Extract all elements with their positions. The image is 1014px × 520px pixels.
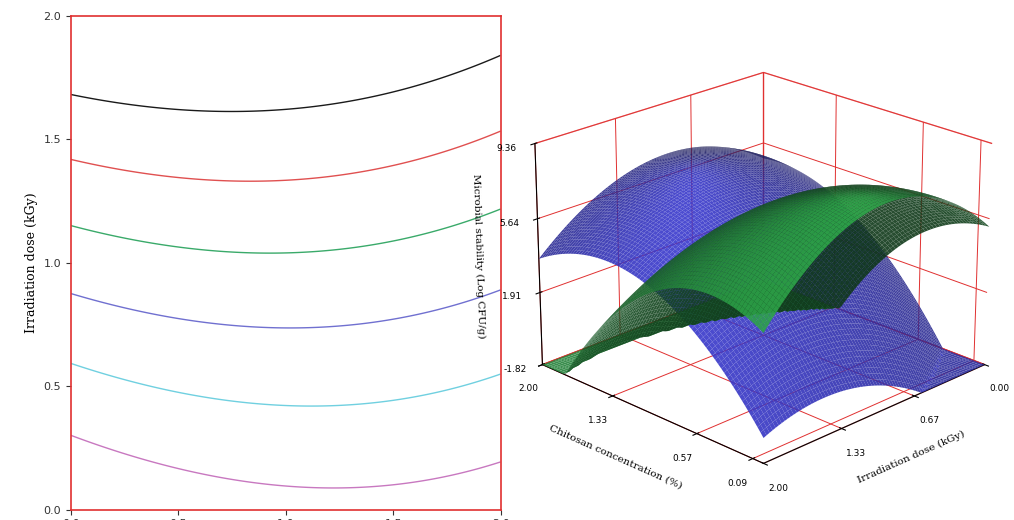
Y-axis label: Chitosan concentration (%): Chitosan concentration (%): [548, 424, 683, 491]
X-axis label: Irradiation dose (kGy): Irradiation dose (kGy): [857, 429, 966, 485]
Y-axis label: Irradiation dose (kGy): Irradiation dose (kGy): [25, 192, 38, 333]
